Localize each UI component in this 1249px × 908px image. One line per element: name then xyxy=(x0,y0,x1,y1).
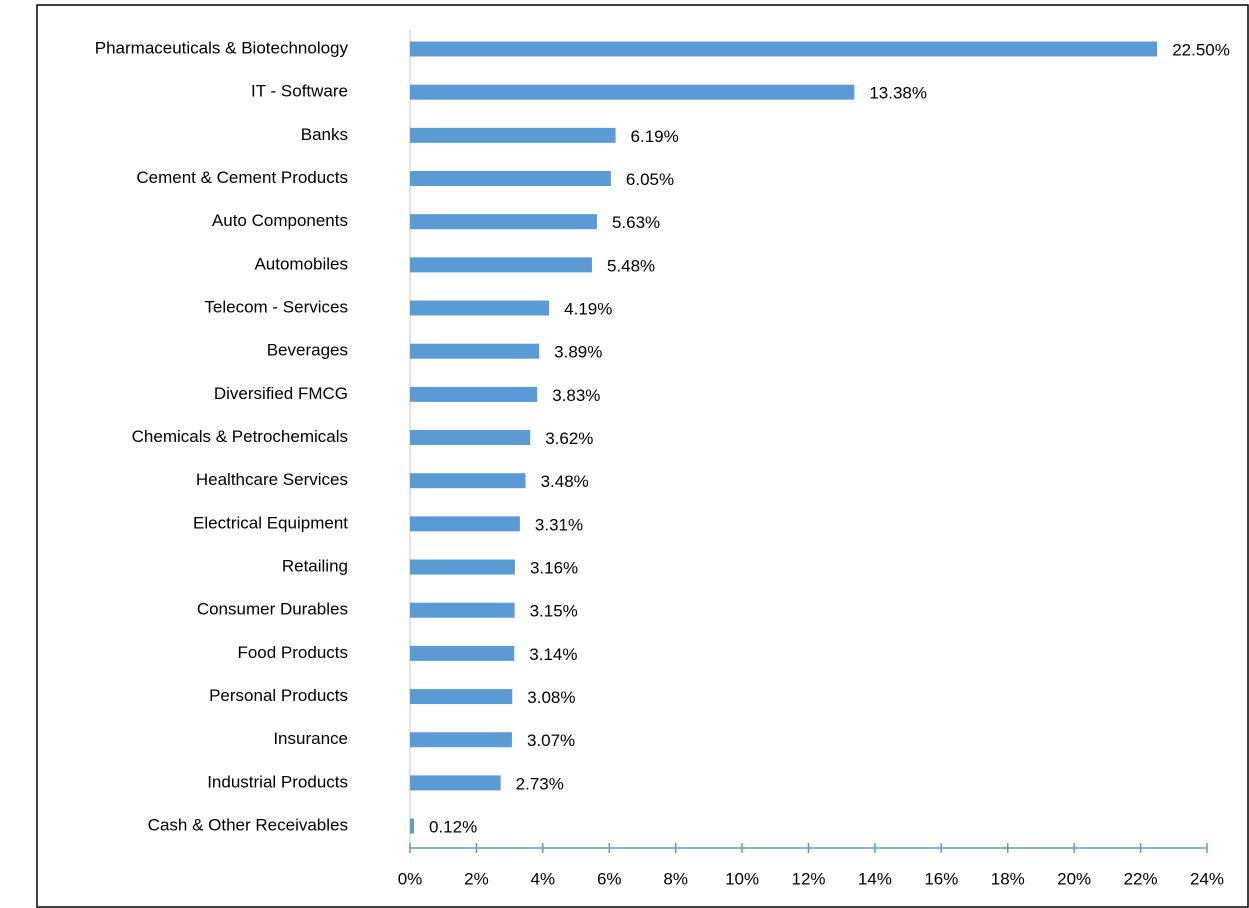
data-label: 3.08% xyxy=(527,688,575,707)
data-label: 13.38% xyxy=(869,84,927,103)
bar xyxy=(410,516,520,532)
y-tick-label: Electrical Equipment xyxy=(193,513,348,532)
y-tick-label: Pharmaceuticals & Biotechnology xyxy=(95,38,349,57)
data-label: 3.48% xyxy=(541,472,589,491)
bar xyxy=(410,214,597,230)
bar xyxy=(410,41,1158,57)
y-tick-label: Food Products xyxy=(237,643,348,662)
x-tick-label: 0% xyxy=(398,869,423,888)
bar xyxy=(410,171,611,187)
data-label: 2.73% xyxy=(516,774,564,793)
y-tick-label: Auto Components xyxy=(212,211,348,230)
x-tick-label: 6% xyxy=(597,869,622,888)
bar xyxy=(410,645,515,661)
bar xyxy=(410,430,531,446)
x-tick-label: 2% xyxy=(464,869,489,888)
y-tick-label: Industrial Products xyxy=(207,772,348,791)
x-tick-label: 4% xyxy=(531,869,556,888)
x-tick-label: 18% xyxy=(991,869,1025,888)
x-tick-label: 10% xyxy=(725,869,759,888)
y-tick-label: Banks xyxy=(301,125,348,144)
y-tick-label: Cash & Other Receivables xyxy=(148,816,348,835)
bar xyxy=(410,84,855,100)
x-tick-label: 8% xyxy=(663,869,688,888)
bar xyxy=(410,689,513,705)
bar xyxy=(410,775,501,791)
bar xyxy=(410,300,550,316)
bar xyxy=(410,602,515,618)
y-tick-label: Telecom - Services xyxy=(204,298,348,317)
y-tick-label: Consumer Durables xyxy=(197,600,348,619)
y-tick-label: Beverages xyxy=(267,341,348,360)
bar xyxy=(410,732,512,748)
y-tick-label: Chemicals & Petrochemicals xyxy=(132,427,348,446)
data-label: 3.83% xyxy=(552,386,600,405)
data-label: 6.05% xyxy=(626,170,674,189)
bar xyxy=(410,386,538,402)
y-tick-label: Cement & Cement Products xyxy=(136,168,348,187)
y-tick-label: Diversified FMCG xyxy=(214,384,348,403)
bar xyxy=(410,127,616,143)
data-label: 3.14% xyxy=(529,645,577,664)
data-label: 5.48% xyxy=(607,256,655,275)
y-tick-label: Insurance xyxy=(273,729,348,748)
chart-border xyxy=(36,4,1249,908)
data-label: 3.89% xyxy=(554,343,602,362)
data-label: 3.31% xyxy=(535,515,583,534)
x-tick-label: 14% xyxy=(858,869,892,888)
y-tick-label: Retailing xyxy=(282,557,348,576)
bar xyxy=(410,257,592,273)
data-label: 3.15% xyxy=(530,602,578,621)
x-tick-label: 12% xyxy=(791,869,825,888)
data-label: 3.16% xyxy=(530,559,578,578)
data-label: 22.50% xyxy=(1172,40,1230,59)
bar xyxy=(410,559,515,575)
y-tick-label: Healthcare Services xyxy=(196,470,348,489)
x-tick-label: 16% xyxy=(924,869,958,888)
data-label: 3.62% xyxy=(545,429,593,448)
y-tick-label: Automobiles xyxy=(254,254,348,273)
x-tick-label: 22% xyxy=(1124,869,1158,888)
bar xyxy=(410,343,540,359)
x-tick-label: 20% xyxy=(1057,869,1091,888)
data-label: 5.63% xyxy=(612,213,660,232)
bar xyxy=(410,818,414,834)
x-tick-label: 24% xyxy=(1190,869,1224,888)
data-label: 3.07% xyxy=(527,731,575,750)
data-label: 0.12% xyxy=(429,818,477,837)
y-tick-label: Personal Products xyxy=(209,686,348,705)
bar xyxy=(410,473,526,489)
y-tick-label: IT - Software xyxy=(251,82,348,101)
data-label: 6.19% xyxy=(631,127,679,146)
data-label: 4.19% xyxy=(564,300,612,319)
